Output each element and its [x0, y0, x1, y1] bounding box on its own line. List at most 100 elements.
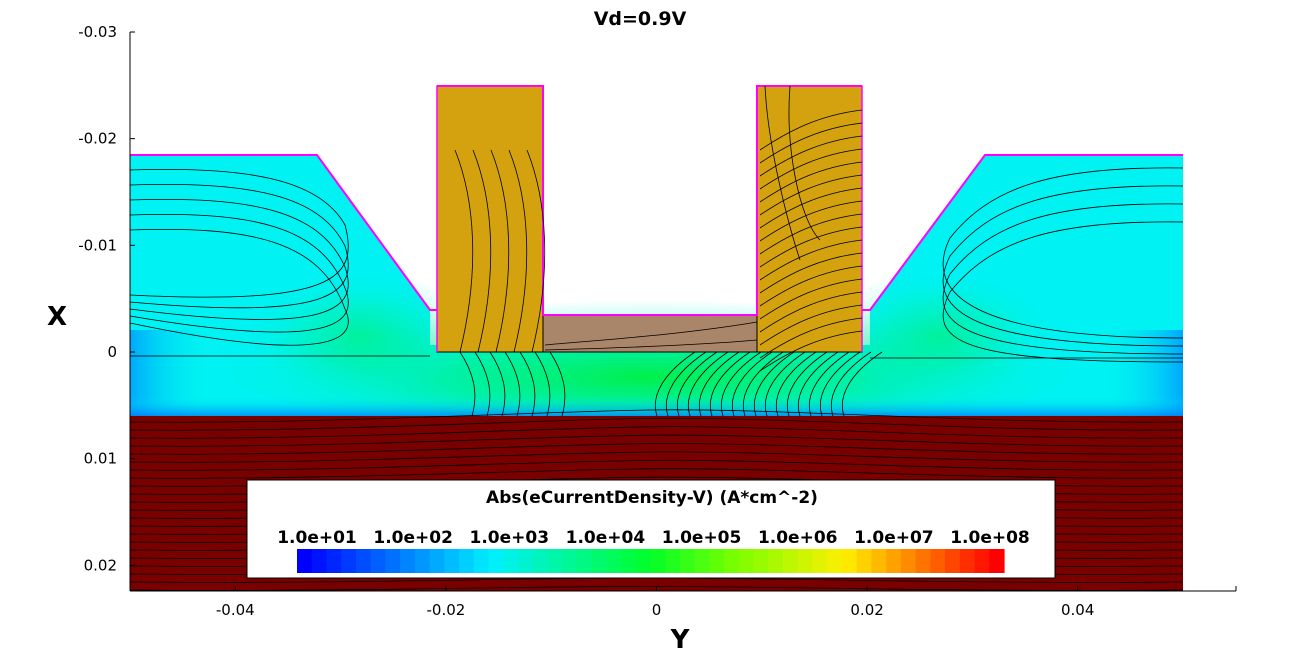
colorbar-swatch: [473, 549, 490, 573]
spacer-contour: [759, 239, 863, 281]
drain-contour: [942, 221, 1184, 363]
y-tick-label: -0.01: [78, 236, 117, 254]
x-ticks: -0.04 -0.02 0 0.02 0.04: [216, 586, 1094, 619]
colorbar-swatch: [783, 549, 799, 573]
colorbar-swatch: [827, 549, 843, 573]
y-tick-label: 0: [107, 343, 117, 361]
colorbar-swatch: [797, 549, 814, 573]
spacer-contour: [759, 226, 863, 268]
colorbar-swatch: [709, 549, 725, 573]
channel-contour: [830, 351, 872, 417]
channel-contour: [720, 351, 762, 417]
y-tick-label: 0.01: [84, 450, 117, 468]
colorbar-legend: Abs(eCurrentDensity-V) (A*cm^-2) 1.0e+01…: [246, 479, 1056, 579]
channel-contour: [797, 351, 839, 417]
colorbar-swatch: [812, 549, 828, 573]
colorbar-tick-label: 1.0e+01: [277, 528, 357, 548]
channel-contour: [819, 351, 861, 417]
colorbar-swatch: [400, 549, 416, 573]
colorbar-swatch: [959, 549, 976, 573]
substrate-contour: [129, 585, 1184, 591]
colorbar-swatch: [488, 549, 504, 573]
colorbar-swatch: [724, 549, 740, 573]
colorbar-swatch: [370, 549, 386, 573]
channel-contour: [459, 351, 476, 417]
colorbar-swatch: [591, 549, 607, 573]
channel-contour: [786, 351, 828, 417]
colorbar-title: Abs(eCurrentDensity-V) (A*cm^-2): [486, 488, 818, 508]
y-ticks: -0.03 -0.02 -0.01 0 0.01 0.02: [78, 23, 135, 574]
spacer-contour: [759, 122, 863, 164]
channel-contour: [808, 351, 850, 417]
colorbar-swatch: [429, 549, 445, 573]
colorbar-swatch: [753, 549, 769, 573]
x-tick-label: 0: [652, 601, 662, 619]
substrate-contour: [129, 468, 1184, 479]
source-contour: [129, 168, 349, 298]
colorbar-swatch: [576, 549, 593, 573]
source-contour: [129, 213, 349, 333]
channel-contour: [489, 351, 506, 417]
spacer-contour: [759, 213, 863, 255]
spacer-contour: [508, 149, 528, 353]
colorbar-swatch: [738, 549, 755, 573]
channel-contour: [654, 351, 696, 417]
spacer-contour: [759, 330, 863, 372]
right-spacer: [756, 85, 863, 353]
oxide-contour: [544, 321, 758, 346]
colorbar-tick-label: 1.0e+05: [662, 528, 742, 548]
spacer-contour: [759, 252, 863, 294]
colorbar-swatch: [945, 549, 961, 573]
interface-gate: [437, 85, 862, 316]
colorbar-swatch: [385, 549, 401, 573]
spacer-contour: [759, 265, 863, 307]
x-tick-label: -0.02: [426, 601, 465, 619]
source-contour: [129, 228, 349, 346]
axes: [129, 32, 1237, 592]
gate-oxide: [542, 314, 758, 353]
y-tick-label: -0.03: [78, 23, 117, 41]
drain-contour: [942, 203, 1184, 355]
colorbar-swatch: [635, 549, 652, 573]
spacer-contour: [759, 109, 863, 151]
spacer-contour: [759, 291, 863, 333]
colorbar-tick-label: 1.0e+03: [470, 528, 550, 548]
colorbar-tick-label: 1.0e+04: [566, 528, 646, 548]
colorbar-tick-label: 1.0e+08: [950, 528, 1030, 548]
colorbar-swatch: [989, 549, 1005, 573]
spacer-contour: [759, 304, 863, 346]
colorbar-swatch: [621, 549, 637, 573]
channel-contour: [841, 351, 883, 417]
colorbar-swatch: [414, 549, 431, 573]
substrate-contour: [129, 434, 1184, 447]
substrate-contour: [129, 409, 1184, 423]
y-tick-label: 0.02: [84, 556, 117, 574]
y-axis-label: X: [47, 302, 67, 332]
colorbar-swatch: [341, 549, 357, 573]
channel-contour: [753, 351, 795, 417]
channel-contour: [676, 351, 718, 417]
spacer-contour: [759, 317, 863, 359]
spacer-contour: [454, 149, 474, 353]
channel-contour: [519, 351, 536, 417]
left-spacer: [436, 85, 544, 353]
channel-contour: [665, 351, 707, 417]
spacer-contour: [759, 278, 863, 320]
channel-contour: [742, 351, 784, 417]
colorbar-swatch: [562, 549, 578, 573]
drain-contour: [942, 185, 1184, 347]
channel-contour: [549, 351, 566, 417]
spacer-contour: [759, 174, 863, 216]
x-tick-label: 0.02: [850, 601, 883, 619]
source-contour: [129, 198, 349, 320]
colorbar-swatch: [355, 549, 372, 573]
colorbar-swatch: [915, 549, 931, 573]
colorbar-swatch: [517, 549, 534, 573]
x-axis-label: Y: [670, 625, 691, 655]
colorbar-swatch: [930, 549, 946, 573]
colorbar-swatch: [856, 549, 873, 573]
colorbar-swatch: [841, 549, 858, 573]
spacer-contour: [490, 149, 510, 353]
colorbar-swatch: [503, 549, 519, 573]
